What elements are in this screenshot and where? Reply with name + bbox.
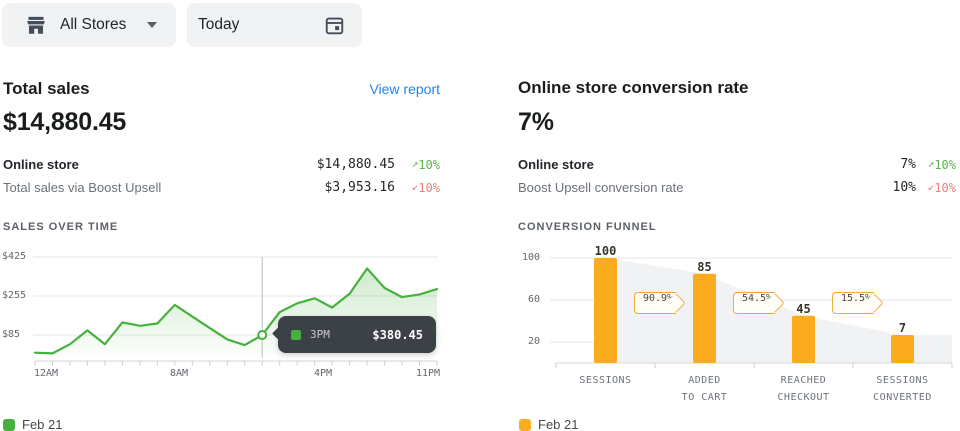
metric-value: $14,880.45 [316, 157, 395, 172]
metric-value: 7% [900, 157, 916, 172]
calendar-icon [324, 15, 345, 36]
sales-legend-swatch [3, 418, 15, 431]
x-tick-label: 12AM [33, 368, 59, 379]
down-arrow-icon: ↙ [927, 180, 935, 193]
total-sales-value: $14,880.45 [3, 108, 127, 136]
svg-text:85: 85 [697, 260, 711, 274]
funnel-legend-swatch [519, 418, 531, 431]
metric-value: 10% [892, 180, 916, 195]
tooltip-time: 3PM [310, 328, 330, 341]
tooltip-value: $380.45 [372, 327, 423, 342]
x-tick-label: 8AM [169, 368, 189, 379]
conversion-title: Online store conversion rate [518, 78, 749, 97]
y-tick-label: 20 [527, 336, 540, 347]
up-arrow-icon: ↗ [927, 157, 935, 170]
storefront-icon [25, 14, 47, 36]
date-selector-label: Today [198, 16, 240, 33]
svg-text:100: 100 [595, 244, 617, 258]
metric-label: Online store [3, 157, 79, 172]
metric-delta: ↗10% [411, 157, 440, 172]
sales-legend-label: Feb 21 [22, 417, 63, 431]
date-selector[interactable]: Today [187, 3, 362, 47]
metric-delta: ↙10% [927, 180, 956, 195]
sales-over-time-heading: SALES OVER TIME [3, 221, 119, 233]
down-arrow-icon: ↙ [411, 180, 419, 193]
chevron-down-icon [147, 22, 157, 28]
funnel-legend: Feb 21 [519, 417, 578, 431]
sales-legend: Feb 21 [3, 417, 62, 431]
x-tick-label: 4PM [313, 368, 333, 379]
y-tick-label: $425 [2, 251, 27, 262]
store-selector-label: All Stores [60, 16, 127, 33]
metric-label: Total sales via Boost Upsell [3, 180, 162, 195]
metric-value: $3,953.16 [324, 180, 395, 195]
up-arrow-icon: ↗ [411, 157, 419, 170]
y-tick-label: $255 [2, 290, 27, 301]
y-tick-label: 60 [527, 294, 540, 305]
y-tick-label: 100 [521, 252, 540, 263]
metric-delta: ↙10% [411, 180, 440, 195]
x-tick-label: 11PM [415, 368, 441, 379]
svg-text:7: 7 [899, 321, 906, 335]
chart-tooltip: 3PM $380.45 [278, 316, 436, 353]
conversion-value: 7% [518, 108, 554, 136]
metric-label: Boost Upsell conversion rate [518, 180, 684, 195]
svg-text:45: 45 [796, 302, 810, 316]
store-selector[interactable]: All Stores [2, 3, 176, 47]
y-tick-label: $85 [2, 329, 21, 340]
metric-delta: ↗10% [927, 157, 956, 172]
funnel-chart[interactable]: 100 85 45 7 [518, 236, 958, 406]
view-report-link[interactable]: View report [369, 81, 440, 97]
tooltip-series-swatch [291, 329, 301, 340]
total-sales-title: Total sales [3, 79, 90, 98]
funnel-legend-label: Feb 21 [538, 417, 579, 431]
metric-label: Online store [518, 157, 594, 172]
conversion-funnel-heading: CONVERSION FUNNEL [518, 221, 657, 233]
